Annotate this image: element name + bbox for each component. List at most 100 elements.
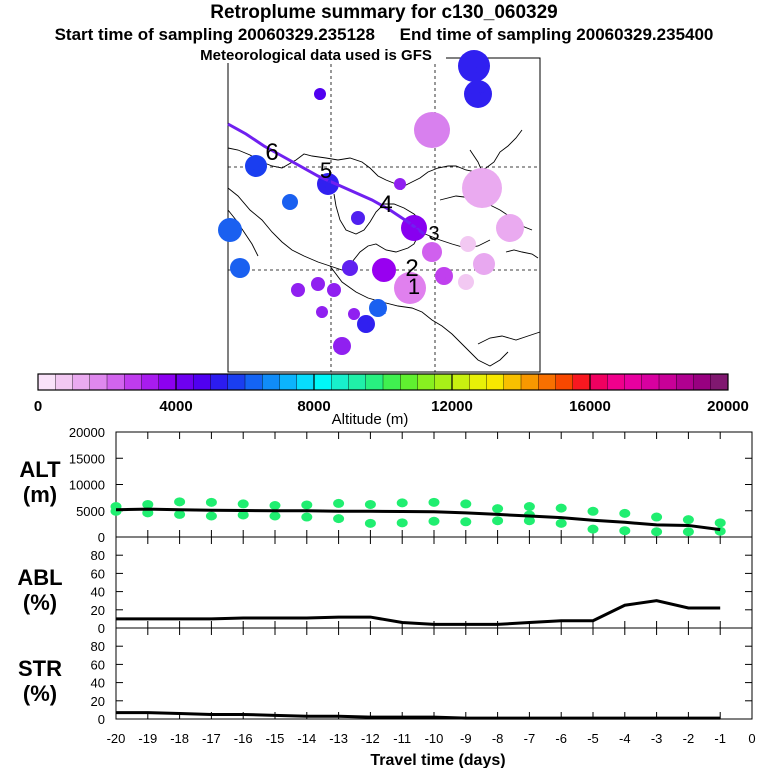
plume-marker: [348, 308, 360, 320]
plume-marker: [460, 236, 476, 252]
start-sampling-time: Start time of sampling 20060329.235128: [54, 25, 375, 44]
colorbar-swatch: [676, 374, 694, 390]
alt-spread-point: [523, 516, 535, 526]
alt-spread-point: [142, 499, 154, 509]
coastline-central-america: [329, 265, 509, 367]
colorbar-swatch: [89, 374, 108, 390]
y-tick-label: 80: [91, 639, 105, 654]
abl-line: [116, 599, 721, 626]
map-day-label: 4: [323, 176, 333, 196]
alt-spread-point: [587, 506, 599, 516]
plume-marker: [414, 112, 450, 148]
map-day-label: 3: [346, 262, 353, 277]
x-tick-label: -19: [138, 731, 157, 746]
colorbar-swatch: [503, 374, 522, 390]
colorbar-swatch: [348, 374, 367, 390]
alt-panel: 0 5000 10000 15000 20000 ALT(m): [19, 425, 753, 545]
map-day-label: 2: [440, 270, 448, 286]
x-tick-label: 0: [748, 731, 755, 746]
alt-spread-point: [333, 514, 345, 524]
colorbar-swatch: [107, 374, 125, 390]
alt-spread-point: [492, 504, 504, 514]
colorbar-swatch: [590, 374, 608, 390]
map-day-label: 4: [294, 284, 301, 299]
alt-spread-point: [110, 506, 122, 516]
alt-spread-point: [460, 499, 472, 509]
alt-spread-point: [714, 518, 726, 528]
plume-marker: [357, 315, 375, 333]
alt-spread-point: [587, 524, 599, 534]
colorbar-swatch: [210, 374, 229, 390]
colorbar-swatch: [55, 374, 73, 390]
alt-spread-point: [364, 499, 376, 509]
x-tick-label: -7: [524, 731, 536, 746]
colorbar-swatch: [572, 374, 591, 390]
abl-panel: 0 20 40 60 80 ABL(%): [17, 536, 753, 636]
alt-spread-point: [651, 512, 663, 522]
plume-marker: [245, 155, 267, 177]
alt-spread-point: [301, 500, 313, 510]
colorbar-swatch: [331, 374, 349, 390]
chart-title: Retroplume summary for c130_060329: [210, 2, 558, 23]
alt-spread-point: [555, 503, 567, 513]
colorbar-swatch: [296, 374, 315, 390]
map-day-label: 2: [480, 258, 488, 275]
plume-marker: [342, 260, 358, 276]
alt-spread-point: [237, 499, 249, 509]
colorbar-tick-label: 4000: [159, 398, 192, 415]
x-tick-label: -2: [683, 731, 695, 746]
map-day-label: 6: [354, 212, 361, 227]
plume-marker: [435, 267, 453, 285]
alt-spread-point: [428, 497, 440, 507]
y-tick-label: 20: [91, 603, 105, 618]
alt-spread-point: [396, 498, 408, 508]
map-day-label: 6: [265, 139, 278, 166]
x-tick-label: -20: [107, 731, 126, 746]
trajectory-line: [227, 122, 425, 236]
x-tick-label: -12: [361, 731, 380, 746]
map-day-label: 5: [320, 158, 332, 183]
plume-marker: [230, 258, 250, 278]
colorbar-swatch: [555, 374, 574, 390]
plume-marker: [394, 272, 426, 304]
map-day-label: 11: [358, 317, 374, 334]
colorbar-swatch: [72, 374, 91, 390]
x-tick-label: -14: [297, 731, 316, 746]
plume-marker: [311, 277, 325, 291]
map-day-label: 2: [462, 276, 470, 293]
alt-spread-point: [428, 516, 440, 526]
end-sampling-time: End time of sampling 20060329.235400: [399, 25, 714, 44]
plume-marker: [291, 283, 305, 297]
plume-marker: [282, 194, 298, 210]
plume-marker: [473, 253, 495, 275]
y-axis-label: (m): [23, 482, 57, 507]
colorbar-swatch: [538, 374, 556, 390]
map-day-label: 12: [370, 301, 387, 318]
met-data-bg: [186, 47, 446, 63]
alt-spread-point: [269, 501, 281, 510]
colorbar-tick-label: 20000: [707, 398, 749, 415]
colorbar-swatch: [383, 374, 401, 390]
plume-marker: [422, 242, 442, 262]
y-tick-label: 40: [91, 676, 105, 691]
plume-marker: [458, 50, 490, 82]
y-tick-label: 0: [98, 530, 105, 545]
y-tick-label: 0: [98, 621, 105, 636]
map-day-label: 3: [408, 219, 419, 241]
alt-spread-point: [174, 509, 186, 519]
x-tick-label: -9: [460, 731, 472, 746]
colorbar-swatch: [193, 374, 211, 390]
plume-marker: [372, 258, 396, 282]
y-tick-label: 10000: [69, 478, 105, 493]
x-tick-label: -8: [492, 731, 504, 746]
x-tick-label: -1: [714, 731, 726, 746]
x-tick-label: -16: [234, 731, 253, 746]
x-tick-label: -11: [393, 731, 411, 746]
colorbar-swatch: [434, 374, 453, 390]
map-day-label: 16: [470, 88, 487, 105]
map-day-label: 1: [408, 274, 420, 299]
plume-marker: [218, 218, 242, 242]
altitude-colorbar: 0 4000 8000 12000 16000 20000 Altitude (m): [34, 373, 749, 428]
